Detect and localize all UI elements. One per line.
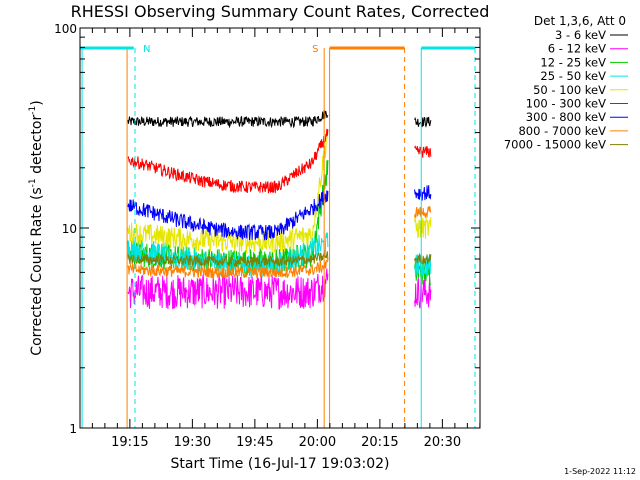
y-axis-label-tail: detector — [29, 115, 45, 179]
x-tick-label: 20:15 — [361, 435, 398, 450]
data-traces — [127, 109, 432, 310]
legend-entry-label: 800 - 7000 keV — [518, 124, 606, 138]
timestamp: 1-Sep-2022 11:12 — [564, 467, 636, 476]
y-tick-label: 100 — [54, 22, 77, 36]
legend-entry-label: 6 - 12 keV — [548, 42, 606, 56]
trace-segment-2 — [414, 145, 432, 158]
trace-segment-2 — [414, 216, 432, 239]
trace-segment-1 — [127, 251, 329, 268]
trace-segment-2 — [414, 254, 432, 266]
legend-entry-label: 3 - 6 keV — [555, 28, 606, 42]
x-tick-label: 20:30 — [424, 435, 461, 450]
y-tick-label: 1 — [69, 422, 77, 436]
x-axis: 19:15 19:30 19:45 20:00 20:15 20:30 — [91, 28, 481, 450]
trace-segment-2 — [414, 276, 432, 309]
trace-segment-1 — [127, 190, 329, 241]
legend-entry-label: 7000 - 15000 keV — [504, 138, 606, 152]
trace-segment-1 — [127, 128, 329, 194]
x-axis-label: Start Time (16-Jul-17 19:03:02) — [170, 456, 389, 472]
y-axis-label-main: Corrected Count Rate (s — [29, 187, 45, 355]
trace-segment-1 — [127, 268, 329, 310]
series-6-12-kev-trace — [127, 268, 432, 310]
legend-title: Det 1,3,6, Att 0 — [534, 14, 626, 28]
trace-segment-2 — [414, 206, 432, 218]
y-axis: 1 10 100 — [54, 22, 480, 436]
y-axis-label: Corrected Count Rate (s-1 detector-1) — [28, 100, 45, 355]
y-axis-label-sup2: -1 — [28, 106, 38, 115]
x-tick-label: 20:00 — [299, 435, 336, 450]
y-axis-label-sup: -1 — [28, 178, 38, 187]
legend-entry-label: 100 - 300 keV — [526, 97, 606, 111]
trace-segment-1 — [127, 109, 329, 129]
flag-label-n: N — [143, 44, 150, 55]
series-800-7000-kev-trace — [127, 206, 432, 280]
series-3-6-kev-trace — [127, 109, 432, 129]
series-300-800-kev-trace — [127, 185, 432, 241]
series-100-300-kev-trace — [127, 128, 432, 194]
trace-segment-2 — [414, 116, 432, 128]
x-tick-label: 19:30 — [174, 435, 211, 450]
series-7000-15000-kev-trace — [127, 251, 432, 268]
x-tick-label: 19:45 — [236, 435, 273, 450]
x-tick-label: 19:15 — [111, 435, 148, 450]
trace-segment-1 — [127, 259, 329, 280]
legend-entry-label: 50 - 100 keV — [533, 83, 606, 97]
y-axis-label-end: ) — [29, 100, 45, 105]
flag-label-s: S — [312, 44, 318, 55]
trace-segment-2 — [414, 252, 432, 278]
legend-entry-label: 300 - 800 keV — [526, 110, 606, 124]
trace-segment-2 — [414, 185, 432, 201]
y-tick-label: 10 — [62, 222, 77, 236]
chart-title: RHESSI Observing Summary Count Rates, Co… — [71, 2, 490, 21]
legend-entry-label: 12 - 25 keV — [540, 55, 606, 69]
legend-entry-label: 25 - 50 keV — [540, 69, 606, 83]
series-50-100-kev-trace — [127, 133, 432, 254]
